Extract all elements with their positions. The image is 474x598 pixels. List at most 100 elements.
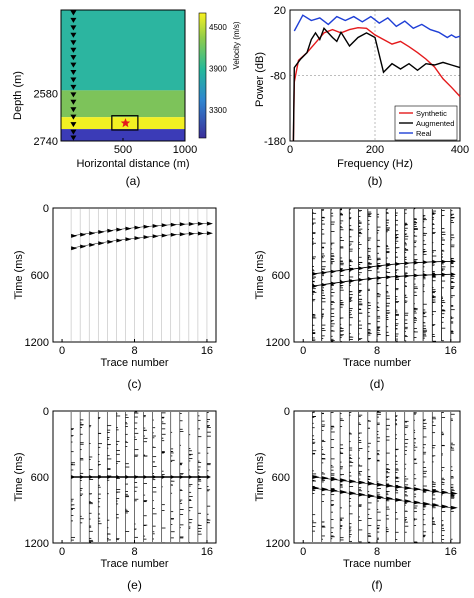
y-tick-label: 1200 [266,538,290,550]
event-wiggle [358,480,366,485]
event-wiggle [98,241,105,246]
event-wiggle [330,477,338,482]
receiver-marker [70,47,77,53]
event-wiggle [441,490,449,495]
x-axis-label: Horizontal distance (m) [76,158,189,170]
x-tick-label: 16 [201,546,213,558]
velocity-layer [61,10,185,91]
event-wiggle [386,496,394,501]
legend-entry: Real [416,129,432,138]
y-tick-label: 2580 [34,88,58,100]
event-wiggle [206,475,211,479]
event-wiggle [395,497,403,502]
event-wiggle [441,504,449,509]
receiver-marker [70,10,77,16]
event-line [312,273,451,287]
y-tick-label: 600 [272,472,290,484]
y-axis-label: Depth (m) [12,71,24,120]
y-tick-label: 1200 [25,337,49,349]
x-axis-label: Trace number [100,357,168,369]
receiver-marker [70,25,77,31]
event-wiggle [367,493,375,498]
y-tick-label: 600 [31,472,49,484]
x-tick-label: 500 [114,144,132,156]
y-axis-label: Power (dB) [254,52,266,107]
event-wiggle [107,228,114,233]
x-tick-label: 1000 [173,144,197,156]
source-box [111,115,139,131]
event-wiggle [143,235,150,240]
x-axis-label: Trace number [343,558,411,570]
y-tick-label: 1200 [266,337,290,349]
x-tick-label: 16 [445,345,457,357]
receiver-marker [70,99,77,105]
colorbar-tick-label: 3900 [209,65,227,74]
plot-frame [289,9,461,142]
receiver-marker [70,40,77,46]
event-wiggle [330,488,338,493]
panel-label-a: (a) [126,174,141,188]
y-tick-label: 20 [274,5,286,17]
event-wiggle [450,491,458,496]
event-wiggle [116,238,123,243]
y-axis-label: Time (ms) [254,250,266,299]
colorbar-label: Velocity (m/s) [232,21,241,69]
x-axis-label: Trace number [343,357,411,369]
event-wiggle [349,491,357,496]
x-tick-label: 8 [131,345,137,357]
event-line [312,260,451,275]
y-tick-label: 0 [284,406,290,418]
receiver-marker [70,135,77,141]
receiver-marker [70,70,77,76]
y-tick-label: 1200 [25,538,49,550]
event-wiggle [80,232,87,237]
event-line [71,223,207,237]
receiver-marker [70,62,77,68]
event-wiggle [395,484,403,489]
y-tick-label: -80 [270,71,286,83]
event-wiggle [206,231,213,236]
receiver-marker [70,114,77,120]
y-axis-label: Time (ms) [13,250,25,299]
panel-label: (d) [370,377,385,391]
event-wiggle [125,237,132,242]
y-axis-label: Time (ms) [13,452,25,501]
receiver-marker [70,55,77,61]
receiver-marker [70,129,77,135]
y-tick-label: 600 [272,270,290,282]
event-wiggle [98,230,105,235]
event-wiggle [377,495,384,500]
x-tick-label: 0 [300,546,306,558]
event-wiggle [340,478,348,483]
event-wiggle [321,487,329,492]
x-tick-label: 0 [300,345,306,357]
panel-label-b: (b) [368,174,383,188]
x-tick-label: 16 [201,345,213,357]
legend-entry: Augmented [416,119,454,128]
event-wiggle [423,501,431,506]
event-wiggle [134,236,141,241]
legend-entry: Synthetic [416,109,447,118]
velocity-layer [61,90,185,118]
x-tick-label: 8 [374,546,380,558]
event-wiggle [450,259,456,264]
event-wiggle [349,479,357,484]
series-line-synthetic [292,26,461,142]
series-line-real [293,14,461,39]
panel-label: (c) [128,377,142,391]
y-tick-label: 600 [31,270,49,282]
receiver-marker [70,107,77,113]
x-tick-label: 200 [366,144,384,156]
event-wiggle [367,481,375,486]
y-tick-label: 0 [43,203,49,215]
event-wiggle [80,244,87,249]
panel-label: (f) [371,578,382,592]
source-star [120,118,131,128]
x-tick-label: 16 [445,546,457,558]
receiver-marker [70,122,77,128]
event-wiggle [89,242,96,247]
event-wiggle [413,500,421,505]
receiver-marker [70,77,77,83]
event-wiggle [358,492,366,497]
